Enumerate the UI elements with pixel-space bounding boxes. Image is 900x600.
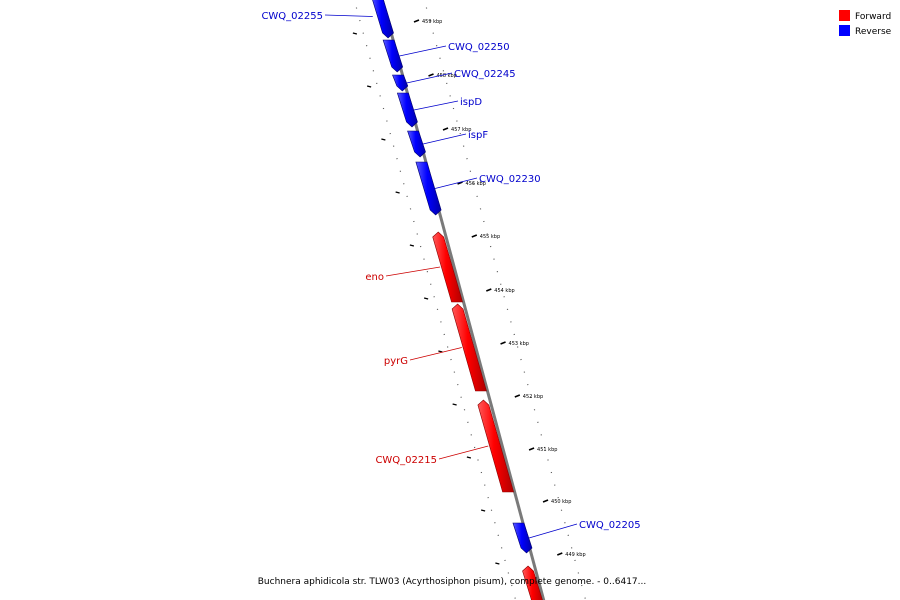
gene-feature-ispD[interactable]	[396, 92, 418, 128]
position-tick-label: 455 kbp	[480, 234, 500, 240]
gene-feature-CWQ_02215[interactable]	[477, 399, 515, 493]
track-minor-mark	[452, 403, 457, 406]
gene-feature-CWQ_02230[interactable]	[415, 161, 442, 216]
position-tick-label: 454 kbp	[494, 288, 514, 294]
gene-feature-CWQ_02250[interactable]	[382, 39, 404, 73]
legend: Forward Reverse	[839, 10, 892, 37]
position-tick-label: 452 kbp	[523, 394, 543, 400]
gene-feature-eno[interactable]	[432, 231, 463, 303]
position-tick-label: 450 kbp	[551, 499, 571, 505]
gene-label[interactable]: ispD	[460, 97, 482, 108]
position-tick-label: 456 kbp	[466, 181, 486, 187]
position-ticks: 459 kbp 458 kbp 457 kbp 456 kbp 455 kbp 454 k…	[413, 19, 586, 558]
gene-label-leader	[409, 347, 462, 361]
genome-caption: Buchnera aphidicola str. TLW03 (Acyrthos…	[0, 577, 900, 587]
gene-label-leader	[385, 266, 441, 277]
position-tick-label: 458 kbp	[437, 73, 457, 79]
track-minor-mark	[366, 85, 372, 88]
dotted-track-outer	[423, 0, 587, 600]
position-tick-label: 459 kbp	[422, 19, 442, 25]
position-tick-label: 451 kbp	[537, 447, 557, 453]
track-minor-mark	[395, 191, 400, 194]
gene-labels: CWQ_02255 CWQ_02250 CWQ_02245 ispD ispF CWQ_0…	[261, 11, 641, 539]
track-minor-mark	[480, 509, 486, 512]
legend-forward-swatch	[839, 10, 850, 21]
position-tick-mark	[500, 341, 506, 345]
gene-label[interactable]: CWQ_02245	[454, 69, 516, 80]
gene-feature-CWQ_02205[interactable]	[512, 522, 533, 554]
gene-label-leader	[434, 177, 478, 189]
track-minor-mark	[438, 350, 443, 353]
legend-reverse-label: Reverse	[855, 27, 892, 37]
track-minor-mark	[466, 456, 472, 459]
legend-reverse-swatch	[839, 25, 850, 36]
position-tick-mark	[413, 19, 420, 23]
gene-label[interactable]: CWQ_02250	[448, 42, 510, 53]
caption-text: Buchnera aphidicola str. TLW03 (Acyrthos…	[257, 577, 647, 587]
dotted-track-inner	[353, 0, 517, 600]
gene-feature-pyrG[interactable]	[451, 303, 487, 392]
gene-label[interactable]: CWQ_02230	[479, 174, 541, 185]
gene-label[interactable]: eno	[365, 272, 384, 283]
gene-feature-ispF[interactable]	[407, 130, 426, 158]
position-tick-label: 457 kbp	[451, 127, 471, 133]
gene-label-leader	[406, 72, 453, 84]
gene-label-leader	[413, 100, 459, 111]
gene-feature-CWQ_02255[interactable]	[371, 0, 394, 39]
gene-label[interactable]: pyrG	[384, 356, 408, 367]
gene-label-leader	[422, 133, 467, 145]
gene-features	[371, 0, 544, 600]
gene-label-leader	[438, 445, 489, 460]
track-minor-mark	[495, 562, 500, 565]
legend-forward-label: Forward	[855, 12, 891, 22]
gene-feature-unnamed[interactable]	[522, 565, 544, 600]
position-tick-mark	[428, 73, 434, 77]
position-tick-label: 453 kbp	[509, 341, 529, 347]
position-tick-mark	[542, 499, 549, 503]
position-tick-mark	[457, 181, 463, 185]
gene-label-leader	[528, 523, 578, 539]
gene-label[interactable]: CWQ_02255	[261, 11, 323, 22]
genome-backbone	[380, 0, 546, 600]
position-tick-label: 449 kbp	[565, 552, 585, 558]
track-minor-mark	[381, 138, 386, 141]
gene-label-leader	[399, 45, 447, 57]
position-tick-mark	[514, 394, 521, 398]
position-tick-mark	[471, 234, 478, 238]
backbone-line	[380, 0, 546, 600]
position-tick-mark	[486, 288, 492, 292]
position-tick-mark	[556, 552, 563, 556]
track-minor-mark	[409, 244, 415, 247]
position-tick-mark	[442, 127, 449, 131]
gene-label[interactable]: CWQ_02205	[579, 520, 641, 531]
gene-label-leader	[324, 14, 373, 17]
position-tick-mark	[528, 447, 535, 451]
gene-label[interactable]: CWQ_02215	[375, 455, 437, 466]
track-minor-mark	[352, 32, 358, 35]
track-minor-mark	[423, 297, 429, 300]
gene-feature-CWQ_02245[interactable]	[392, 74, 409, 92]
sequence-track-dots	[352, 0, 587, 600]
gene-label[interactable]: ispF	[468, 130, 488, 141]
